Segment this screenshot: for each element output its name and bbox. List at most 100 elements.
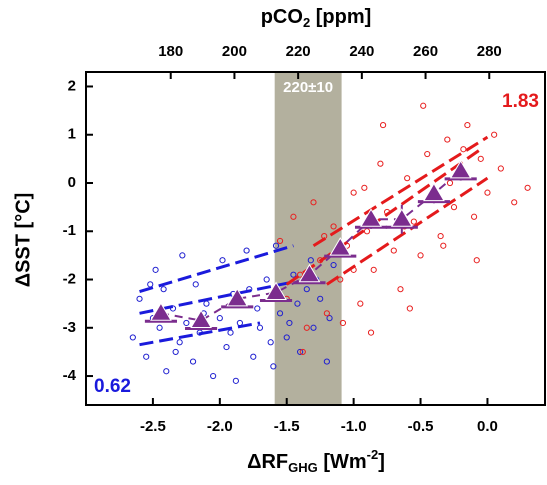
scatter-point [203,300,210,307]
scatter-point [294,300,301,307]
top-tick-label: 220 [286,43,311,60]
scatter-point [397,286,404,293]
scatter-point [267,339,274,346]
y-tick-label: -4 [63,367,77,384]
scatter-point [232,377,239,384]
mean-marker [360,208,382,227]
scatter-point [136,295,143,302]
scatter-point [367,329,375,336]
scatter-point [310,199,317,206]
scatter-point [470,213,478,220]
scatter-point [223,343,230,351]
scatter-point [286,319,293,327]
fit-line [139,280,294,315]
scatter-point [330,261,337,269]
mean-marker [190,309,212,329]
fit-line [139,321,261,347]
top-tick-label: 200 [222,43,247,60]
scatter-point [183,319,190,327]
scatter-point [317,295,324,302]
top-tick-label: 280 [477,43,502,60]
scatter-point [290,271,297,278]
scatter-point [326,315,333,322]
scatter-point [420,102,427,109]
mean-marker [449,159,472,179]
scatter-point [460,146,467,153]
scatter-point [406,305,413,312]
x-tick-label: -2.0 [207,418,233,435]
slope-annotation: 0.62 [94,376,131,397]
plot-frame [85,71,546,406]
scatter-point [377,160,384,167]
scatter-point [363,228,371,235]
scatter-point [404,175,411,182]
scatter-point [446,179,454,187]
scatter-point [192,281,199,288]
fit-line [312,135,489,248]
scatter-point [323,358,330,365]
scatter-point [497,165,504,172]
label-part: [Wm [318,451,367,473]
scatter-point [276,237,284,245]
y-axis-label: ΔSST [°C] [12,193,34,288]
mean-marker [298,263,321,283]
scatter-point [491,131,498,138]
x-tick-label: -1.5 [274,418,300,435]
top-axis-label: pCO2 [ppm] [261,6,372,30]
scatter-point [176,339,183,346]
label-part: ] [378,451,385,473]
mean-line [160,170,462,322]
scatter-point [440,242,447,249]
fit-line [139,244,294,294]
scatter-point [437,232,444,240]
scatter-point [189,358,197,365]
scatter-point [163,368,170,375]
scatter-point [254,305,261,312]
scatter-point [484,189,491,196]
scatter-point [143,353,150,360]
mean-marker [226,287,249,307]
scatter-point [290,213,297,220]
scatter-point [477,155,484,162]
scatter-point [129,334,136,341]
scatter-point [156,324,163,331]
scatter-point [464,121,471,129]
x-axis-label: ΔRFGHG [Wm-2] [247,447,385,475]
mean-marker [265,281,287,301]
scatter-point [147,281,154,288]
scatter-point [450,204,458,211]
mean-marker [150,302,172,321]
slope-annotation: 1.83 [502,91,539,112]
scatter-point [444,136,451,143]
scatter-point [379,121,387,129]
x-tick-label: -0.5 [408,418,434,435]
label-part: [ppm] [310,6,371,28]
label-part: 2 [303,15,310,30]
scatter-point [390,247,397,254]
scatter-point [303,286,310,293]
scatter-point [272,242,280,249]
scatter-point [323,310,330,317]
scatter-point [210,372,217,380]
y-tick-label: 0 [68,174,76,191]
scatter-point [417,252,424,259]
band-label: 220±10 [283,79,333,96]
scatter-point [227,329,234,336]
fit-line [326,176,489,286]
scatter-point [303,324,310,331]
label-part: GHG [288,460,318,475]
label-part: pCO [261,6,303,28]
x-tick-label: -1.0 [341,418,367,435]
scatter-point [270,363,277,370]
top-tick-label: 260 [413,43,438,60]
mean-marker [329,237,352,256]
y-tick-label: 2 [68,77,76,94]
scatter-point [337,276,344,283]
mean-marker [390,208,413,227]
scatter-point [424,150,431,158]
scatter-point [357,300,364,307]
scatter-point [330,223,337,230]
scatter-point [219,257,226,264]
scatter-point [310,324,317,331]
